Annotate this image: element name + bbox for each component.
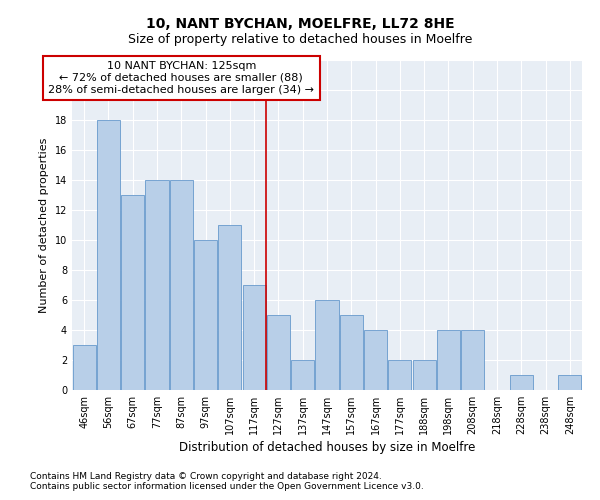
Bar: [97, 120, 120, 390]
Bar: [388, 360, 412, 390]
Bar: [73, 345, 95, 390]
Bar: [194, 240, 217, 390]
Text: Contains public sector information licensed under the Open Government Licence v3: Contains public sector information licen…: [30, 482, 424, 491]
Bar: [267, 315, 290, 390]
Y-axis label: Number of detached properties: Number of detached properties: [39, 138, 49, 312]
Bar: [413, 360, 436, 390]
Text: 10 NANT BYCHAN: 125sqm
← 72% of detached houses are smaller (88)
28% of semi-det: 10 NANT BYCHAN: 125sqm ← 72% of detached…: [48, 62, 314, 94]
Bar: [559, 375, 581, 390]
X-axis label: Distribution of detached houses by size in Moelfre: Distribution of detached houses by size …: [179, 441, 475, 454]
Bar: [340, 315, 363, 390]
Bar: [218, 225, 241, 390]
Bar: [510, 375, 533, 390]
Bar: [145, 180, 169, 390]
Text: 10, NANT BYCHAN, MOELFRE, LL72 8HE: 10, NANT BYCHAN, MOELFRE, LL72 8HE: [146, 18, 454, 32]
Bar: [461, 330, 484, 390]
Text: Size of property relative to detached houses in Moelfre: Size of property relative to detached ho…: [128, 32, 472, 46]
Bar: [170, 180, 193, 390]
Bar: [291, 360, 314, 390]
Bar: [242, 285, 266, 390]
Text: Contains HM Land Registry data © Crown copyright and database right 2024.: Contains HM Land Registry data © Crown c…: [30, 472, 382, 481]
Bar: [437, 330, 460, 390]
Bar: [316, 300, 338, 390]
Bar: [121, 195, 144, 390]
Bar: [364, 330, 387, 390]
